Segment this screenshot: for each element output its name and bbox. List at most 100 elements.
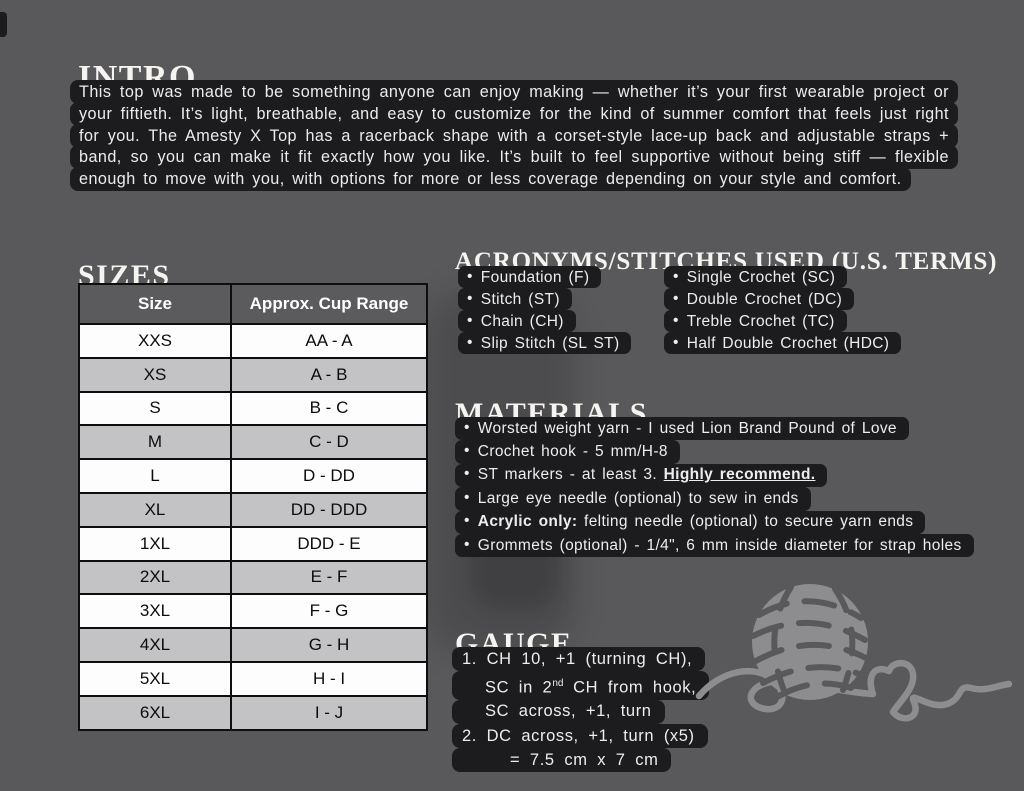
list-item-text: Foundation (F) <box>480 268 590 286</box>
material-item: • Large eye needle (optional) to sew in e… <box>455 487 811 511</box>
bullet-icon: • <box>673 289 679 307</box>
material-item: • Acrylic only: felting needle (optional)… <box>455 510 926 534</box>
size-cell: L <box>78 458 232 494</box>
gauge-line-text: = 7.5 cm x 7 cm <box>510 750 659 769</box>
acronym-item: • Slip Stitch (SL ST) <box>458 332 632 354</box>
gauge-line: SC in 2nd CH from hook, <box>452 671 710 700</box>
list-item-text: Double Crochet (DC) <box>686 290 843 308</box>
list-item-text: Acrylic only: <box>477 513 578 531</box>
bullet-icon: • <box>467 267 473 285</box>
intro-paragraph: This top was made to be something anyone… <box>70 80 958 192</box>
intro-section: This top was made to be something anyone… <box>70 80 958 192</box>
size-cell: M <box>78 424 232 461</box>
cup-range-cell: F - G <box>230 593 428 630</box>
gauge-line-text: CH from hook, <box>563 678 697 697</box>
bullet-icon: • <box>467 311 473 329</box>
cup-range-cell: E - F <box>230 559 428 596</box>
gauge-line: SC across, +1, turn <box>452 699 665 725</box>
size-table-row: 1XL DDD - E <box>78 525 428 562</box>
size-cell: 6XL <box>78 694 232 731</box>
cup-range-cell: I - J <box>230 694 428 731</box>
intro-paragraph-text: This top was made to be something anyone… <box>70 80 958 192</box>
size-cell: 3XL <box>78 593 232 630</box>
size-cell: 1XL <box>78 525 232 562</box>
list-item-text: felting needle (optional) to secure yarn… <box>577 513 914 531</box>
sizes-table-head: Size Approx. Cup Range <box>78 283 428 325</box>
size-table-row: 6XL I - J <box>78 694 428 731</box>
cup-range-column-header: Approx. Cup Range <box>230 283 428 325</box>
bullet-icon: • <box>673 267 679 285</box>
cup-range-cell: DD - DDD <box>230 491 428 528</box>
bullet-icon: • <box>464 512 470 530</box>
material-item: • Grommets (optional) - 1/4", 6 mm inside… <box>455 533 974 558</box>
size-table-row: XS A - B <box>78 356 428 393</box>
material-item: • ST markers - at least 3. Highly recomme… <box>455 463 828 488</box>
gauge-line-text: nd <box>552 677 564 689</box>
size-column-header: Size <box>78 283 232 325</box>
acronyms-left-column: • Foundation (F) • Stitch (ST) • Chain (CH) • S… <box>458 266 664 354</box>
cup-range-cell: B - C <box>230 390 428 427</box>
bullet-icon: • <box>464 465 470 483</box>
list-item-text: Half Double Crochet (HDC) <box>686 334 890 352</box>
list-item-text: Treble Crochet (TC) <box>686 312 835 330</box>
bullet-icon: • <box>464 535 470 553</box>
size-cell: XL <box>78 491 232 528</box>
cup-range-cell: DDD - E <box>230 525 428 562</box>
bullet-icon: • <box>464 441 470 459</box>
page-edge-notch <box>0 12 7 37</box>
size-table-row: 4XL G - H <box>78 627 428 663</box>
bullet-icon: • <box>673 311 679 329</box>
cup-range-cell: A - B <box>230 356 428 393</box>
size-cell: S <box>78 390 232 427</box>
gauge-line-text: SC in 2 <box>485 678 553 697</box>
list-item-text: Chain (CH) <box>480 312 564 330</box>
list-item-text: Grommets (optional) - 1/4", 6 mm inside … <box>477 536 962 554</box>
bullet-icon: • <box>464 418 470 436</box>
size-cell: 5XL <box>78 660 232 697</box>
acronym-item: • Half Double Crochet (HDC) <box>664 332 902 354</box>
yarn-strand-path <box>695 659 1013 722</box>
gauge-line: 2. DC across, +1, turn (x5) <box>452 724 708 749</box>
list-item-text: Single Crochet (SC) <box>686 268 836 286</box>
bullet-icon: • <box>467 333 473 351</box>
cup-range-cell: G - H <box>230 627 428 663</box>
material-item: • Worsted weight yarn - I used Lion Brand… <box>455 417 909 441</box>
size-cell: 2XL <box>78 559 232 596</box>
bullet-icon: • <box>464 488 470 506</box>
list-item-text: ST markers - at least 3. <box>477 466 664 484</box>
size-table-row: XXS AA - A <box>78 323 428 359</box>
gauge-instructions: 1. CH 10, +1 (turning CH), SC in 2nd CH f… <box>452 647 710 773</box>
cup-range-cell: H - I <box>230 660 428 697</box>
gauge-line-text: 2. DC across, +1, turn (x5) <box>462 726 695 745</box>
cup-range-cell: C - D <box>230 424 428 461</box>
list-item-text: Slip Stitch (SL ST) <box>480 334 620 352</box>
sizes-table-header-row: Size Approx. Cup Range <box>78 283 428 325</box>
size-cell: 4XL <box>78 627 232 663</box>
yarn-ball-heart-illustration <box>695 584 1013 722</box>
gauge-line: 1. CH 10, +1 (turning CH), <box>452 647 706 672</box>
acronym-item: • Treble Crochet (TC) <box>664 310 847 332</box>
size-table-row: 5XL H - I <box>78 660 428 697</box>
acronym-item: • Single Crochet (SC) <box>664 266 848 288</box>
cup-range-cell: D - DD <box>230 458 428 494</box>
acronyms-right-column: • Single Crochet (SC) • Double Crochet (DC)… <box>664 266 902 354</box>
gauge-line-text: SC across, +1, turn <box>485 702 652 721</box>
list-item-text: Highly recommend. <box>663 466 816 484</box>
acronym-item: • Double Crochet (DC) <box>664 288 855 310</box>
gauge-line-text: 1. CH 10, +1 (turning CH), <box>462 649 693 668</box>
list-item-text: Stitch (ST) <box>480 290 560 308</box>
acronym-item: • Foundation (F) <box>458 266 602 288</box>
size-table-row: XL DD - DDD <box>78 491 428 528</box>
size-table-row: 3XL F - G <box>78 593 428 630</box>
acronym-item: • Chain (CH) <box>458 310 576 332</box>
material-item: • Crochet hook - 5 mm/H-8 <box>455 440 680 464</box>
acronym-item: • Stitch (ST) <box>458 288 572 310</box>
acronyms-section: • Foundation (F) • Stitch (ST) • Chain (CH) • S… <box>458 266 902 354</box>
gauge-line: = 7.5 cm x 7 cm <box>452 748 672 773</box>
list-item-text: Crochet hook - 5 mm/H-8 <box>477 442 668 460</box>
